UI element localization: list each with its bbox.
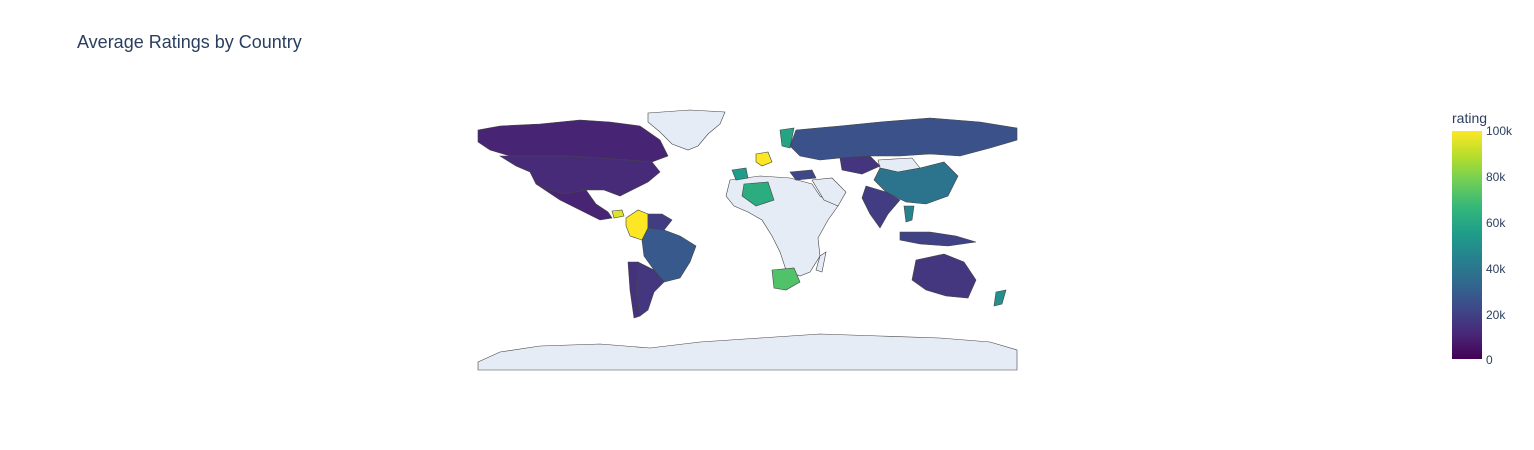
madagascar-shape[interactable] [815, 251, 827, 273]
country-brazil[interactable] [641, 227, 697, 283]
country-sweden[interactable] [779, 127, 795, 149]
arabia-shape[interactable] [811, 177, 847, 207]
country-algeria[interactable] [741, 181, 775, 207]
greenland-shape[interactable] [647, 109, 726, 151]
country-china[interactable] [873, 161, 959, 205]
colorbar-tick-100k: 100k [1486, 124, 1513, 138]
colorbar-tick-80k: 80k [1486, 170, 1506, 184]
colorbar-tick-40k: 40k [1486, 262, 1506, 276]
colorbar-tick-0: 0 [1486, 353, 1493, 367]
country-mexico[interactable] [535, 183, 613, 221]
country-united-states[interactable] [498, 155, 661, 197]
country-russia[interactable] [789, 117, 1018, 161]
colorbar-tick-60k: 60k [1486, 216, 1506, 230]
country-turkey[interactable] [789, 169, 817, 181]
country-venezuela[interactable] [647, 213, 673, 231]
antarctica-shape[interactable] [477, 333, 1018, 371]
country-honduras[interactable] [611, 209, 625, 219]
country-kazakhstan[interactable] [839, 155, 881, 175]
country-germany[interactable] [755, 151, 773, 167]
chart-title: Average Ratings by Country [77, 32, 302, 52]
country-south-africa[interactable] [771, 267, 801, 291]
country-thailand[interactable] [903, 205, 915, 223]
colorbar-tick-20k: 20k [1486, 308, 1506, 322]
colorbar-title: rating [1452, 110, 1488, 126]
country-chile[interactable] [627, 261, 641, 319]
country-spain[interactable] [731, 167, 749, 181]
country-new-zealand[interactable] [993, 289, 1007, 307]
country-indonesia[interactable] [899, 231, 977, 247]
country-australia[interactable] [911, 253, 977, 299]
colorbar [1452, 131, 1482, 359]
land-with-data [477, 117, 1018, 319]
country-india[interactable] [861, 185, 901, 229]
